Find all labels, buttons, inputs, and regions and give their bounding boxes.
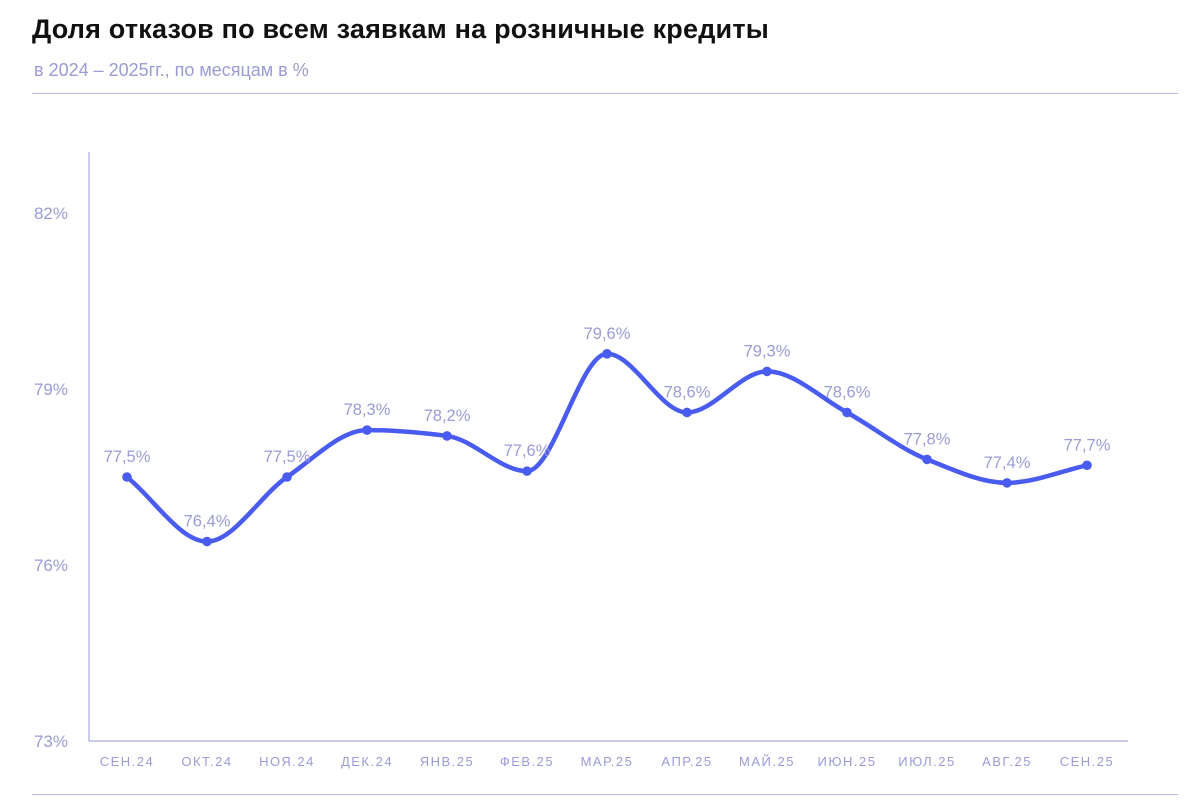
data-point xyxy=(282,472,292,482)
x-tick-label: ОКТ.24 xyxy=(181,754,232,769)
data-label: 77,7% xyxy=(1064,436,1111,454)
data-point xyxy=(1082,460,1092,471)
x-tick-label: ДЕК.24 xyxy=(341,754,393,769)
data-point xyxy=(602,349,612,359)
y-tick-label: 73% xyxy=(34,732,68,751)
data-label: 78,3% xyxy=(344,401,391,419)
data-label: 77,8% xyxy=(904,430,951,448)
data-label: 77,6% xyxy=(504,442,551,460)
data-labels: 77,5% 76,4% 77,5% 78,3% 78,2% 77,6% 79,6% 78,6%… xyxy=(104,325,1111,531)
series-points xyxy=(122,349,1092,547)
x-tick-label: ФЕВ.25 xyxy=(500,754,554,769)
x-tick-label: СЕН.24 xyxy=(100,754,155,769)
data-point xyxy=(202,536,212,547)
x-tick-label: ЯНВ.25 xyxy=(420,754,475,769)
data-point xyxy=(762,366,772,377)
y-tick-label: 79% xyxy=(34,380,68,399)
data-point xyxy=(682,407,692,418)
y-axis-ticks: 73% 76% 79% 82% xyxy=(34,204,68,751)
x-tick-label: МАР.25 xyxy=(581,754,634,769)
data-label: 79,6% xyxy=(584,325,631,343)
data-label: 79,3% xyxy=(744,342,791,360)
data-point xyxy=(362,425,372,435)
data-point xyxy=(1002,478,1012,488)
chart-subtitle: в 2024 – 2025гг., по месяцам в % xyxy=(34,60,309,80)
data-label: 78,2% xyxy=(424,407,471,425)
x-tick-label: АВГ.25 xyxy=(982,754,1032,769)
data-label: 77,5% xyxy=(104,448,151,466)
x-axis-ticks: СЕН.24 ОКТ.24 НОЯ.24 ДЕК.24 ЯНВ.25 ФЕВ.25 МАР.… xyxy=(100,754,1115,769)
chart-title: Доля отказов по всем заявкам на розничны… xyxy=(32,14,770,44)
axes xyxy=(88,152,1128,742)
y-tick-label: 82% xyxy=(34,204,68,223)
data-point xyxy=(922,454,932,465)
x-tick-label: МАЙ.25 xyxy=(739,754,795,769)
x-tick-label: АПР.25 xyxy=(661,754,712,769)
y-tick-label: 76% xyxy=(34,556,68,575)
x-tick-label: СЕН.25 xyxy=(1060,754,1115,769)
data-label: 77,5% xyxy=(264,448,311,466)
data-label: 78,6% xyxy=(824,383,871,401)
x-tick-label: ИЮЛ.25 xyxy=(898,754,956,769)
bottom-divider xyxy=(32,794,1178,795)
x-tick-label: ИЮН.25 xyxy=(818,754,877,769)
data-point xyxy=(522,466,532,476)
data-point xyxy=(122,472,132,482)
data-label: 76,4% xyxy=(184,513,231,531)
x-tick-label: НОЯ.24 xyxy=(259,754,315,769)
data-label: 77,4% xyxy=(984,454,1031,472)
data-label: 78,6% xyxy=(664,383,711,401)
data-point xyxy=(842,407,852,418)
top-divider xyxy=(32,93,1178,94)
data-point xyxy=(442,431,452,441)
